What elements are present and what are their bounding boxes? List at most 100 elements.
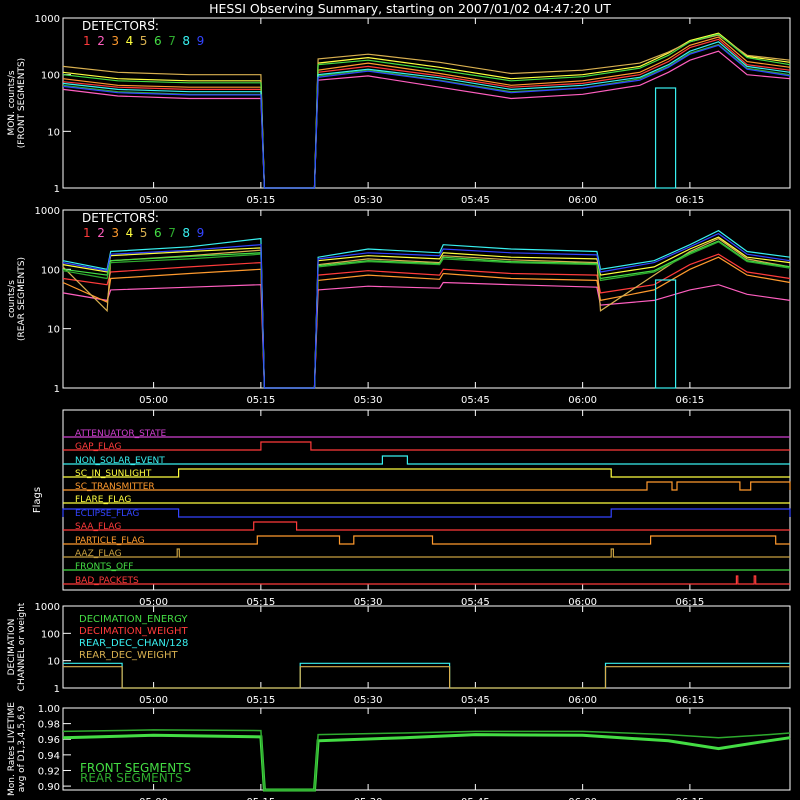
flag-trace-sc_in_sunlight: [63, 468, 790, 478]
rear-xtick-label: 06:00: [568, 395, 597, 406]
front-legend-item: 8: [182, 34, 190, 48]
rear-legend-item: 2: [97, 226, 105, 240]
rear-legend-item: 5: [140, 226, 148, 240]
flags-xtick-label: 05:45: [461, 597, 490, 608]
decimation-ytick-label: 100: [41, 629, 60, 640]
front-ytick-label: 100: [41, 71, 60, 82]
flag-label: SAA_FLAG: [75, 522, 121, 532]
livetime-ylabel: Mon. Rates LIVETIME: [7, 702, 17, 796]
flags-xtick-label: 05:00: [139, 597, 168, 608]
flag-label: PARTICLE_FLAG: [75, 536, 145, 546]
rear-ytick-label: 10: [47, 325, 60, 336]
livetime-xtick-label: 06:00: [568, 797, 597, 800]
decimation-legend-item: DECIMATION_WEIGHT: [79, 626, 188, 637]
flag-label: FRONTS_OFF: [75, 562, 133, 572]
rear-xtick-label: 05:45: [461, 395, 490, 406]
flag-trace-bad_packets: [63, 575, 790, 585]
decimation-ytick-label: 10: [47, 657, 60, 668]
front-legend-item: 6: [154, 34, 162, 48]
flag-label: SC_IN_SUNLIGHT: [75, 469, 152, 479]
flag-trace-saa_flag: [63, 521, 790, 531]
decimation-series-1: [63, 666, 790, 689]
decimation-xtick-label: 05:15: [246, 695, 275, 706]
livetime-series-1: [62, 729, 791, 791]
decimation-ylabel: CHANNEL or weight: [17, 602, 27, 691]
front-panel-frame: [62, 17, 791, 189]
front-ylabel: (FRONT SEGMENTS): [17, 58, 27, 148]
flag-label: FLARE_FLAG: [75, 495, 131, 505]
front-xtick-label: 05:00: [139, 195, 168, 206]
decimation-xtick-label: 05:45: [461, 695, 490, 706]
livetime-ytick-label: 0.92: [38, 766, 60, 777]
rear-xtick-label: 06:15: [675, 395, 704, 406]
rear-series-det8: [62, 229, 791, 389]
rear-series-det7: [62, 241, 791, 389]
rear-series-det6: [62, 240, 791, 389]
rear-legend-item: 3: [111, 226, 119, 240]
livetime-ytick-label: 0.96: [38, 735, 60, 746]
rear-legend-item: 9: [197, 226, 205, 240]
front-xtick-label: 05:30: [354, 195, 383, 206]
front-ytick-label: 1: [54, 184, 60, 195]
flag-trace-gap_flag: [63, 441, 790, 451]
livetime-panel-frame: [62, 707, 791, 791]
front-det8-dropout: [654, 87, 677, 189]
flag-label: SC_TRANSMITTER: [75, 482, 155, 492]
decimation-xtick-label: 06:00: [568, 695, 597, 706]
front-xtick-label: 05:45: [461, 195, 490, 206]
front-series-det6: [62, 33, 791, 189]
decimation-ylabel: DECIMATION: [7, 619, 17, 676]
front-ytick-label: 10: [47, 127, 60, 138]
rear-legend-title: DETECTORS:: [82, 211, 159, 225]
livetime-xtick-label: 05:15: [246, 797, 275, 800]
rear-series-det3: [62, 256, 791, 389]
rear-legend-item: 4: [126, 226, 134, 240]
rear-legend-item: 7: [168, 226, 176, 240]
front-legend-item: 2: [97, 34, 105, 48]
front-legend-item: 1: [83, 34, 91, 48]
front-legend-item: 9: [197, 34, 205, 48]
front-ytick-label: 1000: [35, 14, 60, 25]
flag-trace-eclipse_flag: [62, 508, 791, 518]
rear-det8-dropout: [654, 279, 677, 389]
front-series-det4: [62, 32, 791, 189]
flag-trace-non_solar_event: [63, 455, 790, 465]
rear-xtick-label: 05:15: [246, 395, 275, 406]
rear-legend-item: 8: [182, 226, 190, 240]
livetime-ytick-label: 1.00: [38, 704, 60, 715]
front-legend-title: DETECTORS:: [82, 19, 159, 33]
front-series-det9: [62, 44, 791, 189]
front-xtick-label: 06:00: [568, 195, 597, 206]
flags-xtick-label: 05:30: [354, 597, 383, 608]
livetime-ylabel: avg of D1,3,4,5,6,9: [17, 705, 27, 792]
livetime-xtick-label: 05:00: [139, 797, 168, 800]
front-series-det3: [62, 36, 791, 189]
flags-panel-frame: [62, 409, 791, 591]
livetime-xtick-label: 05:45: [461, 797, 490, 800]
flag-trace-aaz_flag: [63, 548, 790, 558]
flag-label: AAZ_FLAG: [75, 549, 122, 559]
flags-ylabel: Flags: [32, 487, 43, 513]
livetime-xtick-label: 05:30: [354, 797, 383, 800]
front-series-det1: [62, 38, 791, 189]
rear-series-det1: [62, 253, 791, 389]
flags-xtick-label: 05:15: [246, 597, 275, 608]
livetime-ytick-label: 0.90: [38, 782, 60, 793]
livetime-xtick-label: 06:15: [675, 797, 704, 800]
decimation-legend-item: DECIMATION_ENERGY: [79, 614, 188, 625]
flag-label: GAP_FLAG: [75, 442, 121, 452]
rear-ytick-label: 100: [41, 265, 60, 276]
decimation-legend-item: REAR_DEC_WEIGHT: [79, 650, 178, 661]
rear-panel-frame: [62, 209, 791, 389]
rear-series-det9: [62, 232, 791, 389]
front-legend-item: 4: [126, 34, 134, 48]
rear-series-det4: [62, 236, 791, 389]
flags-xtick-label: 06:00: [568, 597, 597, 608]
flag-label: BAD_PACKETS: [75, 576, 139, 586]
front-xtick-label: 06:15: [675, 195, 704, 206]
decimation-ytick-label: 1000: [35, 602, 60, 613]
decimation-xtick-label: 05:00: [139, 695, 168, 706]
flags-xtick-label: 06:15: [675, 597, 704, 608]
decimation-legend-item: REAR_DEC_CHAN/128: [79, 638, 188, 649]
